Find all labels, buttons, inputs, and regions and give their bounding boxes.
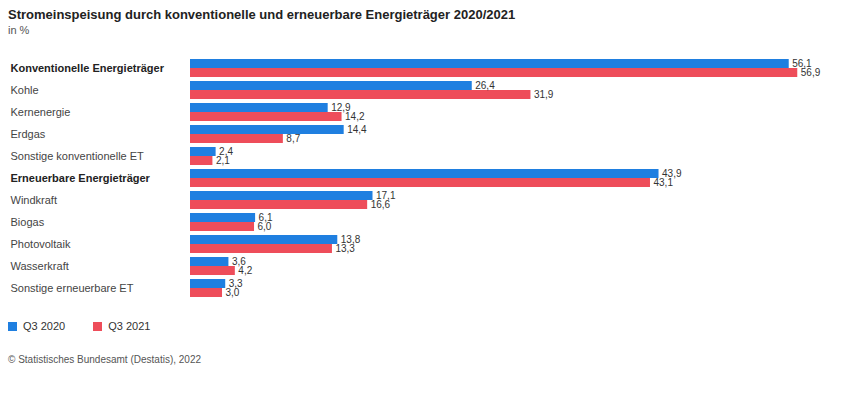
svg-text:6,0: 6,0	[258, 221, 272, 232]
svg-text:Erdgas: Erdgas	[11, 128, 46, 140]
svg-text:16,6: 16,6	[371, 199, 391, 210]
svg-text:6,1: 6,1	[258, 212, 273, 224]
svg-text:56,1: 56,1	[792, 58, 812, 70]
svg-text:Kernenergie: Kernenergie	[11, 106, 71, 118]
svg-text:Konventionelle Energieträger: Konventionelle Energieträger	[11, 62, 165, 74]
svg-text:Erneuerbare Energieträger: Erneuerbare Energieträger	[11, 172, 151, 184]
svg-text:43,1: 43,1	[653, 177, 673, 188]
svg-text:56,9: 56,9	[801, 67, 821, 78]
svg-text:13,3: 13,3	[335, 243, 355, 254]
svg-text:Windkraft: Windkraft	[11, 194, 57, 206]
html-text:in %: in %	[8, 24, 30, 36]
svg-text:3,3: 3,3	[228, 278, 243, 290]
svg-text:13,8: 13,8	[340, 234, 361, 246]
html-text:Q3 2021: Q3 2021	[108, 320, 151, 332]
svg-text:Photovoltaik: Photovoltaik	[11, 238, 71, 250]
svg-text:Sonstige konventionelle ET: Sonstige konventionelle ET	[11, 150, 145, 162]
svg-text:3,6: 3,6	[231, 256, 246, 268]
svg-text:12,9: 12,9	[331, 102, 351, 114]
html-text:© Statistisches Bundesamt (Des: © Statistisches Bundesamt (Destatis), 20…	[8, 354, 201, 365]
svg-text:14,4: 14,4	[347, 124, 367, 135]
svg-text:17,1: 17,1	[376, 190, 396, 202]
html-text:Stromeinspeisung durch konvent: Stromeinspeisung durch konventionelle un…	[8, 7, 516, 22]
svg-text:Wasserkraft: Wasserkraft	[11, 260, 69, 272]
svg-text:43,9: 43,9	[662, 168, 682, 180]
svg-text:8,7: 8,7	[286, 133, 300, 144]
svg-text:14,2: 14,2	[345, 111, 365, 122]
svg-text:26,4: 26,4	[475, 80, 495, 91]
svg-text:Kohle: Kohle	[11, 84, 39, 96]
svg-text:3,0: 3,0	[226, 287, 240, 298]
svg-text:Sonstige erneuerbare ET: Sonstige erneuerbare ET	[11, 282, 134, 294]
html-text:Q3 2020: Q3 2020	[23, 320, 66, 332]
svg-text:2,1: 2,1	[216, 155, 230, 166]
svg-text:Biogas: Biogas	[11, 216, 45, 228]
svg-text:31,9: 31,9	[534, 89, 554, 100]
svg-text:2,4: 2,4	[219, 146, 233, 158]
svg-text:4,2: 4,2	[238, 265, 252, 276]
